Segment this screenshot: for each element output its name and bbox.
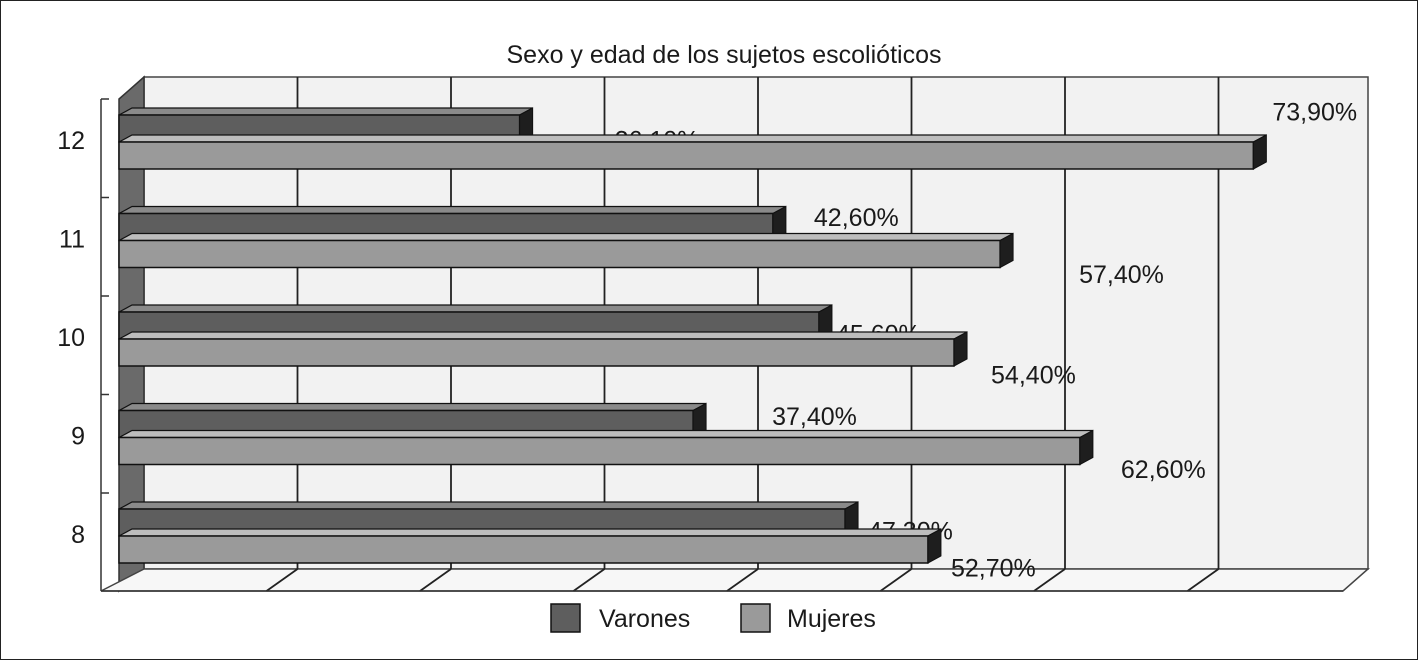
floor-gridline <box>265 568 299 592</box>
bar-top-face <box>118 402 707 412</box>
bar-end-face <box>999 232 1014 269</box>
y-tick-label: 8 <box>71 521 85 549</box>
floor-gridline <box>726 568 759 592</box>
y-tick-label: 9 <box>71 423 85 451</box>
y-tick-label: 11 <box>59 226 85 254</box>
bar-end-face <box>1079 429 1094 466</box>
bar-mujeres <box>118 338 955 367</box>
floor-gridline <box>572 568 606 592</box>
bar-top-face <box>118 528 942 537</box>
bar-top-face <box>118 205 787 215</box>
floor-gridline <box>879 568 913 592</box>
bar-mujeres <box>118 436 1081 466</box>
bar-mujeres <box>118 239 1001 269</box>
bar-mujeres <box>118 535 929 564</box>
data-label: 52,70% <box>951 555 1036 583</box>
data-label: 42,60% <box>814 204 899 232</box>
bar-mujeres <box>118 141 1255 170</box>
bar-end-face <box>927 528 942 564</box>
data-label: 37,40% <box>772 403 857 431</box>
bar-top-face <box>118 107 533 116</box>
bar-top-face <box>118 134 1267 143</box>
legend-swatch-mujeres <box>740 603 771 633</box>
floor-gridline <box>419 568 452 592</box>
legend-label-varones: Varones <box>599 605 690 633</box>
chart-title: Sexo y edad de los sujetos escolióticos <box>507 41 942 69</box>
bar-top-face <box>118 232 1014 242</box>
bar-top-face <box>118 501 859 510</box>
data-label: 57,40% <box>1079 261 1164 289</box>
legend-swatch-varones <box>550 603 581 633</box>
data-label: 62,60% <box>1121 456 1206 484</box>
data-label: 73,90% <box>1272 99 1357 127</box>
y-tick-label: 12 <box>57 127 85 155</box>
bar-end-face <box>1252 134 1267 170</box>
bar-end-face <box>953 331 968 367</box>
legend-label-mujeres: Mujeres <box>787 605 876 633</box>
plot-floor <box>100 568 1370 592</box>
floor-gridline <box>1033 568 1066 592</box>
data-label: 54,40% <box>991 362 1076 390</box>
bar-top-face <box>118 331 968 340</box>
bar-top-face <box>118 429 1094 439</box>
floor-gridline <box>1186 568 1220 592</box>
y-tick-label: 10 <box>57 324 85 352</box>
bar-top-face <box>118 304 833 313</box>
legend: Varones Mujeres <box>550 603 876 633</box>
